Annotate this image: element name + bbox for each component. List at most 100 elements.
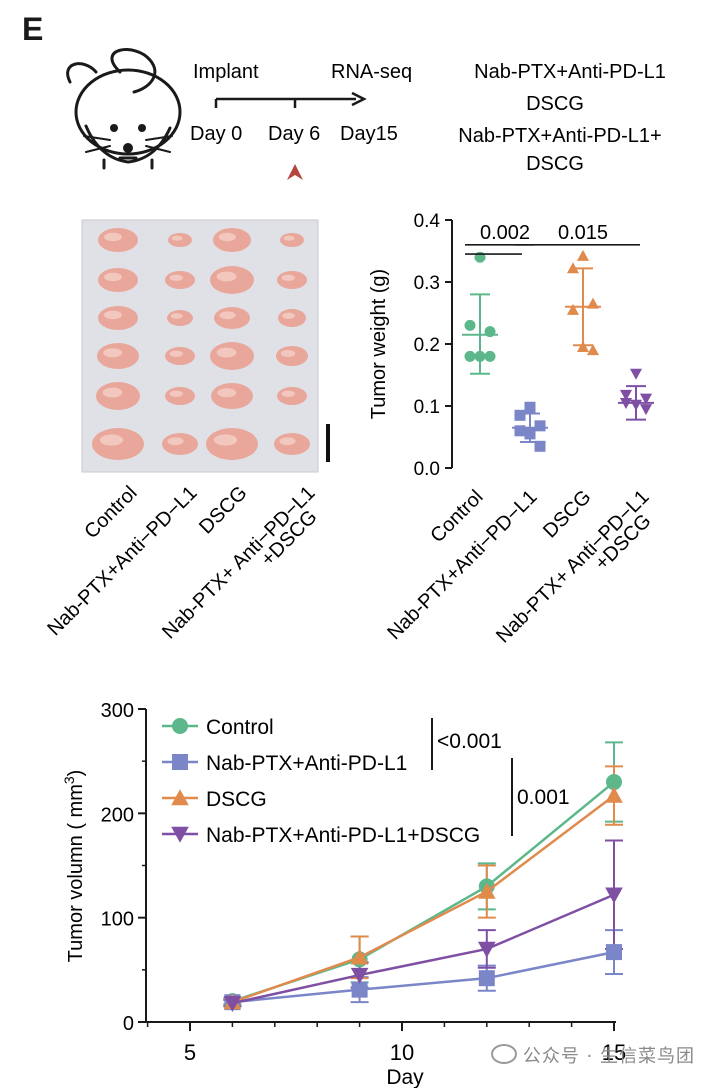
mouse-nose [123,143,133,153]
volume-data-point [605,786,623,803]
treatment-line-4: DSCG [526,153,584,175]
weight-y-tick-label: 0.1 [414,397,440,418]
volume-data-point [350,967,369,984]
weight-data-point [534,440,546,452]
volume-data-point [350,948,369,965]
weight-data-point [586,297,600,309]
weight-data-point [514,409,526,421]
weight-data-point [566,262,580,274]
tumor-highlight [171,235,183,241]
weight-y-tick-label: 0.3 [414,273,440,294]
tumor-highlight [216,347,237,358]
volume-data-point [478,882,496,899]
photo-column-label: DSCG [195,482,251,538]
legend-marker [171,826,189,843]
tumor-highlight [104,232,122,242]
weight-data-point [629,399,643,411]
tumor-highlight [99,434,124,446]
weight-data-point [484,326,496,338]
weight-data-point [566,303,580,315]
tumor-highlight [169,274,183,281]
weight-data-point [576,341,590,353]
tumor-highlight [281,274,295,281]
volume-x-tick-label: 15 [602,1040,626,1065]
volume-p-value: 0.001 [517,786,570,809]
legend-label: Control [206,716,274,739]
tumor-highlight [169,350,183,357]
tumor-highlight [103,348,123,358]
tumor-highlight [282,312,295,319]
volume-x-tick-label: 10 [390,1040,414,1065]
weight-y-axis-title: Tumor weight (g) [368,269,390,419]
tumor-highlight [104,310,122,320]
implant-label: Implant [193,61,259,83]
volume-data-point [606,774,622,791]
timeline-day-15: Day15 [340,123,398,145]
weight-data-point [464,350,476,362]
weight-x-category-label: DSCG [539,486,595,542]
legend-marker [172,718,188,734]
weight-data-point [639,404,653,416]
watermark: 公众号 · 生信菜鸟团 [490,1042,695,1068]
volume-y-axis-title-sup: 3 [61,776,77,784]
volume-series-line [232,950,615,1004]
weight-data-point [514,425,526,437]
legend-marker [172,754,188,770]
weight-data-point [484,350,496,362]
treatment-line-1: Nab-PTX+Anti-PD-L1 [474,61,666,83]
tumor-highlight [218,232,236,242]
tumor-weight-chart: 0.0 0.1 0.2 0.3 0.4 Tumor weight (g) 0.002 0.01… [368,211,656,647]
weight-data-point [464,319,476,331]
weight-data-point [629,368,643,380]
weight-data-point [619,389,633,401]
tumor-highlight [169,390,183,397]
timeline-day-6: Day 6 [268,123,320,145]
treatment-line-2: DSCG [526,93,584,115]
volume-y-tick-label: 0 [123,1013,134,1035]
volume-series-line [232,893,615,1005]
legend-marker [171,789,189,806]
volume-data-point [605,887,623,904]
tumor-highlight [279,437,296,446]
volume-y-tick-label: 200 [101,804,134,826]
tumor-highlight [219,311,236,320]
volume-y-axis-title-text: Tumor volumn ( mm [65,784,87,962]
weight-y-tick-label: 0.0 [414,459,440,480]
legend-label: Nab-PTX+Anti-PD-L1 [206,752,407,775]
weight-y-tick-label: 0.4 [414,211,441,232]
weight-data-point [474,350,486,362]
volume-p-value: <0.001 [437,730,502,753]
tumor-volume-chart: 0 100 200 300 5 10 15 Day Tumor volumn ( mm3) Con… [61,700,626,1088]
volume-y-tick-label: 300 [101,700,134,722]
tumor-highlight [170,313,183,319]
volume-series-line [231,794,615,1004]
photo-column-label: Control [80,482,141,543]
legend-label: DSCG [206,788,267,811]
tumor-highlight [281,390,295,397]
weight-data-point [534,420,546,432]
tumor-highlight [280,350,296,357]
volume-x-tick-label: 5 [184,1040,196,1065]
treatment-start-arrow-icon [287,164,303,180]
volume-y-tick-label: 100 [101,909,134,931]
tumor-highlight [283,235,295,241]
tumor-highlight [102,387,123,398]
volume-data-point [478,941,496,958]
tumor-photo [81,219,319,473]
tumor-highlight [216,271,237,282]
volume-y-axis-title: Tumor volumn ( mm3) [61,770,87,963]
volume-data-point [606,944,622,961]
wechat-icon [490,1044,517,1064]
watermark-text: 公众号 · 生信菜鸟团 [522,1046,695,1067]
tumor-highlight [213,434,238,446]
weight-data-point [524,401,536,413]
volume-data-point [351,981,368,998]
volume-x-axis-title: Day [386,1066,424,1088]
volume-data-point [478,970,495,987]
timeline-day-0: Day 0 [190,123,242,145]
volume-series-line [232,781,615,1003]
panel-label: E [22,11,43,47]
weight-p-value: 0.002 [480,222,530,244]
mouse-eye-right [138,124,146,132]
